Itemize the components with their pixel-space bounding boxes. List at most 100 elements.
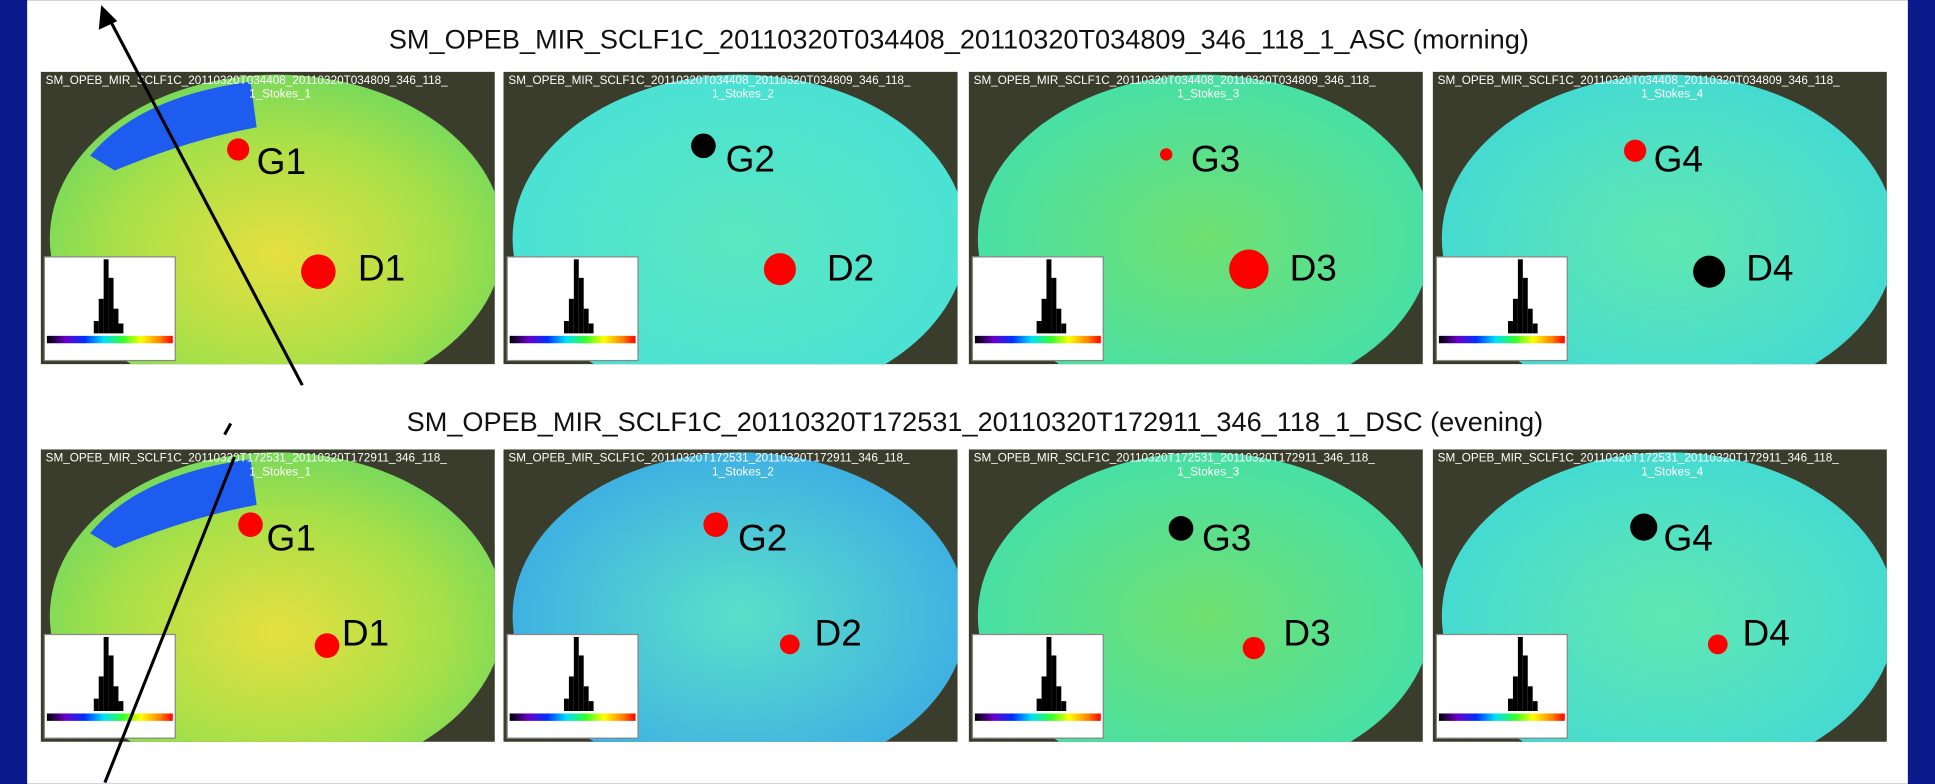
map-panel: SM_OPEB_MIR_SCLF1C_20110320T034408_20110… bbox=[1433, 72, 1896, 402]
histogram-bar bbox=[1518, 259, 1523, 333]
panel-header: SM_OPEB_MIR_SCLF1C_20110320T034408_20110… bbox=[974, 74, 1376, 87]
histogram-bar bbox=[99, 676, 104, 711]
histogram-bar bbox=[104, 259, 109, 333]
row-title: SM_OPEB_MIR_SCLF1C_20110320T034408_20110… bbox=[389, 23, 1529, 54]
histogram-bar bbox=[564, 699, 569, 711]
histogram-bar bbox=[1042, 676, 1047, 711]
histogram-bar bbox=[1037, 699, 1042, 711]
color-bar bbox=[1439, 336, 1565, 343]
histogram-bar bbox=[1528, 686, 1533, 711]
site-label: D3 bbox=[1290, 246, 1337, 288]
map-panel: SM_OPEB_MIR_SCLF1C_20110320T172531_20110… bbox=[41, 449, 504, 779]
site-label: G1 bbox=[267, 517, 316, 559]
hotspot bbox=[1630, 514, 1657, 541]
panel-header: SM_OPEB_MIR_SCLF1C_20110320T172531_20110… bbox=[974, 452, 1376, 465]
histogram-bar bbox=[109, 278, 114, 334]
panel-subheader: 1_Stokes_1 bbox=[249, 88, 311, 101]
hotspot bbox=[315, 633, 340, 658]
hotspot bbox=[764, 253, 796, 285]
histogram-bar bbox=[104, 637, 109, 711]
histogram-bar bbox=[114, 686, 119, 711]
histogram-bar bbox=[1508, 699, 1513, 711]
hotspot bbox=[703, 512, 728, 537]
histogram-bar bbox=[1513, 676, 1518, 711]
panel-subheader: 1_Stokes_2 bbox=[712, 465, 774, 478]
hotspot bbox=[1624, 140, 1646, 162]
panel-subheader: 1_Stokes_3 bbox=[1177, 465, 1239, 478]
panel-subheader: 1_Stokes_3 bbox=[1177, 88, 1239, 101]
hotspot bbox=[238, 512, 263, 537]
color-bar bbox=[510, 713, 636, 720]
histogram-bar bbox=[569, 676, 574, 711]
histogram-bar bbox=[574, 637, 579, 711]
histogram-bar bbox=[1056, 686, 1061, 711]
color-bar bbox=[975, 336, 1101, 343]
histogram-bar bbox=[1056, 309, 1061, 334]
panel-header: SM_OPEB_MIR_SCLF1C_20110320T034408_20110… bbox=[508, 74, 910, 87]
histogram-bar bbox=[1061, 701, 1066, 711]
color-bar bbox=[1439, 713, 1565, 720]
histogram-bar bbox=[1037, 321, 1042, 333]
histogram-bar bbox=[574, 259, 579, 333]
histogram-bar bbox=[99, 299, 104, 334]
site-label: D1 bbox=[358, 246, 405, 288]
hotspot bbox=[691, 133, 716, 158]
histogram-bar bbox=[1523, 655, 1528, 711]
histogram-bar bbox=[1051, 655, 1056, 711]
hotspot bbox=[1693, 256, 1725, 288]
histogram-bar bbox=[1046, 637, 1051, 711]
map-panel: SM_OPEB_MIR_SCLF1C_20110320T172531_20110… bbox=[969, 449, 1432, 779]
color-bar bbox=[975, 713, 1101, 720]
panel-subheader: 1_Stokes_4 bbox=[1641, 465, 1703, 478]
histogram-inset bbox=[1436, 257, 1567, 361]
site-label: G3 bbox=[1191, 138, 1240, 180]
site-label: D4 bbox=[1742, 612, 1789, 654]
site-label: D3 bbox=[1283, 612, 1330, 654]
hotspot bbox=[1708, 634, 1728, 654]
histogram-bar bbox=[1528, 309, 1533, 334]
row-title: SM_OPEB_MIR_SCLF1C_20110320T172531_20110… bbox=[407, 406, 1544, 437]
site-label: G4 bbox=[1664, 517, 1713, 559]
panel-subheader: 1_Stokes_4 bbox=[1641, 88, 1703, 101]
site-label: D2 bbox=[827, 246, 874, 288]
panel-header: SM_OPEB_MIR_SCLF1C_20110320T034408_20110… bbox=[46, 74, 448, 87]
hotspot bbox=[301, 254, 336, 289]
site-label: G3 bbox=[1202, 517, 1251, 559]
panel-header: SM_OPEB_MIR_SCLF1C_20110320T172531_20110… bbox=[508, 452, 910, 465]
slide: SM_OPEB_MIR_SCLF1C_20110320T034408_20110… bbox=[0, 0, 1935, 784]
histogram-bar bbox=[118, 701, 123, 711]
site-label: G4 bbox=[1654, 138, 1703, 180]
site-label: D1 bbox=[342, 612, 389, 654]
panel-header: SM_OPEB_MIR_SCLF1C_20110320T034408_20110… bbox=[1438, 74, 1840, 87]
hotspot bbox=[780, 634, 800, 654]
hotspot bbox=[1229, 249, 1268, 288]
site-label: D2 bbox=[814, 612, 861, 654]
hotspot bbox=[1160, 148, 1172, 160]
histogram-bar bbox=[1533, 324, 1538, 334]
panel-subheader: 1_Stokes_1 bbox=[249, 465, 311, 478]
histogram-bar bbox=[589, 701, 594, 711]
histogram-inset bbox=[972, 634, 1103, 738]
color-bar bbox=[47, 336, 173, 343]
histogram-bar bbox=[94, 321, 99, 333]
histogram-bar bbox=[584, 309, 589, 334]
hotspot bbox=[227, 138, 249, 160]
histogram-bar bbox=[1513, 299, 1518, 334]
histogram-bar bbox=[1518, 637, 1523, 711]
map-panel: SM_OPEB_MIR_SCLF1C_20110320T034408_20110… bbox=[41, 72, 504, 402]
histogram-bar bbox=[1061, 324, 1066, 334]
histogram-bar bbox=[579, 278, 584, 334]
histogram-bar bbox=[1051, 278, 1056, 334]
histogram-bar bbox=[94, 699, 99, 711]
panel-header: SM_OPEB_MIR_SCLF1C_20110320T172531_20110… bbox=[1438, 452, 1840, 465]
histogram-inset bbox=[1436, 634, 1567, 738]
histogram-bar bbox=[589, 324, 594, 334]
hotspot bbox=[1169, 516, 1194, 541]
histogram-bar bbox=[579, 655, 584, 711]
histogram-bar bbox=[114, 309, 119, 334]
histogram-bar bbox=[1508, 321, 1513, 333]
map-panel: SM_OPEB_MIR_SCLF1C_20110320T034408_20110… bbox=[503, 72, 966, 402]
map-panel: SM_OPEB_MIR_SCLF1C_20110320T172531_20110… bbox=[503, 449, 966, 779]
histogram-bar bbox=[109, 655, 114, 711]
color-bar bbox=[47, 713, 173, 720]
